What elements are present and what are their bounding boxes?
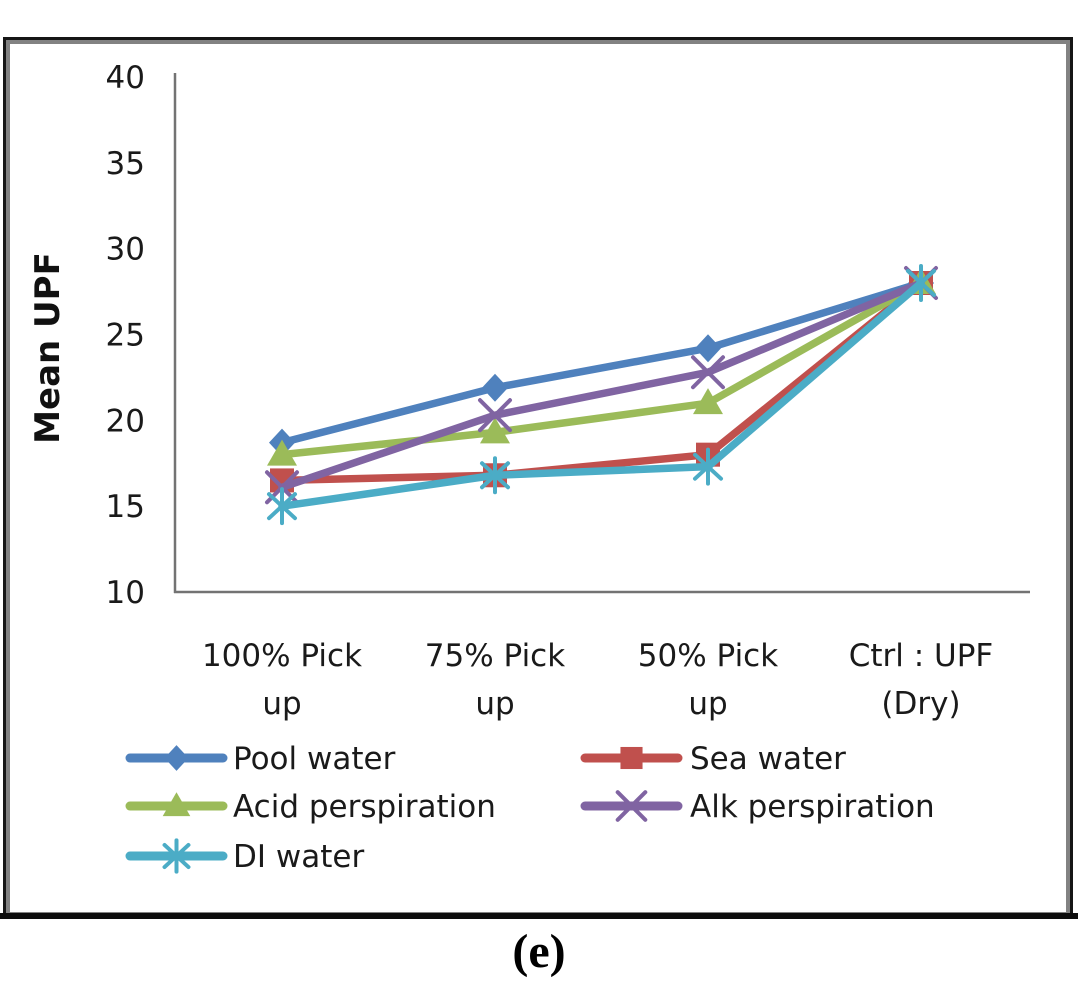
series-line-pool-water (278, 279, 925, 447)
category-label-up: up (262, 686, 301, 722)
category-label-100-pick: 100% Pick (202, 638, 362, 674)
y-tick-label: 40 (106, 60, 145, 96)
legend-label-di-water: DI water (233, 839, 364, 875)
data-point-marker-asterisk (267, 487, 297, 526)
category-label-up: up (475, 686, 514, 722)
data-point-marker-triangle (267, 439, 297, 466)
data-point-marker-x (478, 398, 512, 433)
series-line-alk-perspiration (278, 279, 925, 492)
data-point-marker-x (691, 355, 725, 390)
data-point-marker-asterisk (480, 456, 510, 495)
data-point-marker-triangle (693, 388, 723, 415)
category-label-up: up (688, 686, 727, 722)
y-tick-label: 20 (106, 403, 145, 439)
data-point-marker-x (615, 790, 648, 822)
data-point-marker-asterisk (162, 838, 191, 874)
y-tick-label: 35 (106, 146, 145, 182)
data-point-marker-diamond (164, 745, 189, 771)
legend-label-pool-water: Pool water (233, 741, 396, 777)
category-label-50-pick: 50% Pick (638, 638, 778, 674)
bottom-rule (0, 913, 1078, 919)
data-point-marker-diamond (695, 334, 721, 363)
data-point-marker-triangle (480, 417, 510, 444)
category-label--dry-: (Dry) (881, 686, 960, 722)
data-point-marker-asterisk (906, 264, 936, 302)
category-label-ctrl-upf: Ctrl : UPF (849, 638, 994, 674)
series-line-acid-perspiration (278, 279, 925, 459)
chart-frame (3, 37, 1073, 919)
data-point-marker-triangle (162, 792, 191, 817)
y-tick-label: 15 (106, 489, 145, 525)
data-point-marker-diamond (482, 373, 508, 402)
series-line-di-water (278, 279, 925, 510)
data-point-marker-asterisk (693, 447, 723, 486)
y-tick-label: 10 (106, 575, 145, 611)
figure-caption: (e) (512, 925, 566, 978)
data-point-marker-square (620, 746, 643, 770)
y-tick-label: 30 (106, 232, 145, 268)
y-tick-label: 25 (106, 318, 145, 354)
series-line-sea-water (278, 279, 925, 485)
legend-label-sea-water: Sea water (690, 741, 846, 777)
category-label-75-pick: 75% Pick (425, 638, 565, 674)
legend-label-acid-perspiration: Acid perspiration (233, 789, 496, 825)
legend-label-alk-perspiration: Alk perspiration (690, 789, 935, 825)
